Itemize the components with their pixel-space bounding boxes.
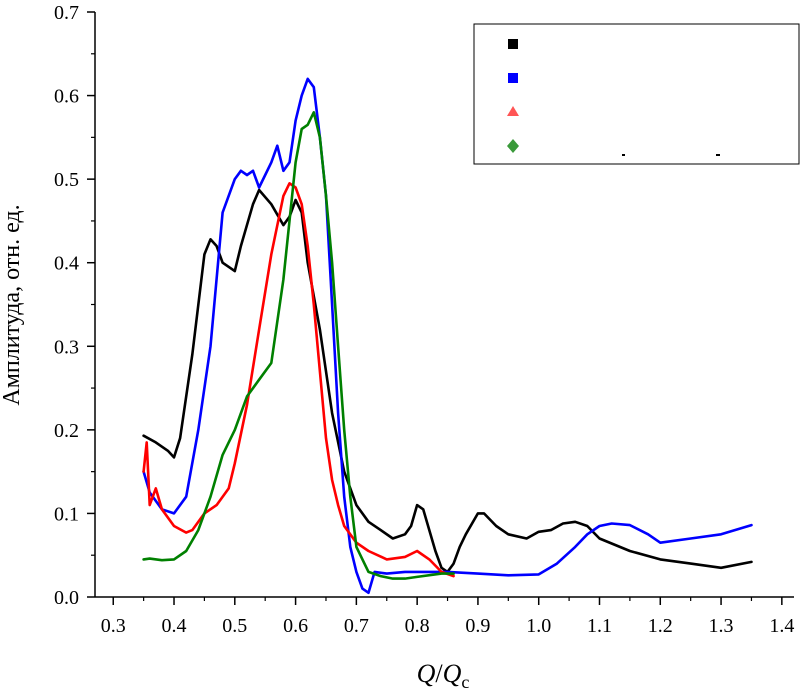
x-axis-label-subscript: c [461, 672, 469, 688]
x-tick-label: 1.0 [526, 615, 551, 637]
series-4-line [142, 111, 455, 580]
x-tick-label: 0.8 [405, 615, 430, 637]
y-tick-label: 0.6 [54, 86, 79, 108]
x-axis-label: Q/Qc [417, 659, 470, 688]
x-tick-label: 0.3 [101, 615, 126, 637]
series-3-line [142, 182, 455, 578]
y-tick-label: 0.4 [54, 253, 79, 275]
legend-marker-4 [507, 139, 519, 153]
y-tick-label: 0.3 [54, 336, 79, 358]
x-axis-label-qc: Q [443, 659, 462, 688]
x-tick-label: 0.6 [283, 615, 308, 637]
x-tick-label: 0.5 [222, 615, 247, 637]
x-tick-label: 0.7 [344, 615, 369, 637]
y-tick-label: 0.2 [54, 420, 79, 442]
x-axis-label-q: Q [417, 659, 436, 688]
legend-markers [507, 39, 519, 153]
legend-box [473, 23, 800, 165]
axes-ticks: 0.3 0.4 0.5 0.6 0.7 0.8 0.9 1.0 1.1 1.2 1.3 1.4 0.0 0… [54, 2, 794, 637]
legend-marker-3 [507, 106, 519, 116]
series-1-line [142, 188, 753, 574]
x-tick-label: 0.4 [162, 615, 187, 637]
plot-marks [142, 77, 753, 595]
series-2-line [142, 77, 753, 595]
x-tick-label: 1.3 [709, 615, 734, 637]
y-tick-label: 0.5 [54, 169, 79, 191]
legend-marker-1 [508, 39, 518, 49]
x-axis-label-slash: / [435, 659, 443, 688]
x-tick-label: 1.1 [587, 615, 612, 637]
x-tick-label: 1.2 [648, 615, 673, 637]
x-tick-label: 1.4 [769, 615, 794, 637]
y-tick-label: 0.7 [54, 2, 79, 24]
x-tick-label: 0.9 [465, 615, 490, 637]
y-tick-label: 0.1 [54, 503, 79, 525]
y-axis-label: Амплитуда, отн. ед. [0, 204, 25, 405]
y-tick-label: 0.0 [54, 587, 79, 609]
legend-marker-2 [508, 73, 518, 83]
